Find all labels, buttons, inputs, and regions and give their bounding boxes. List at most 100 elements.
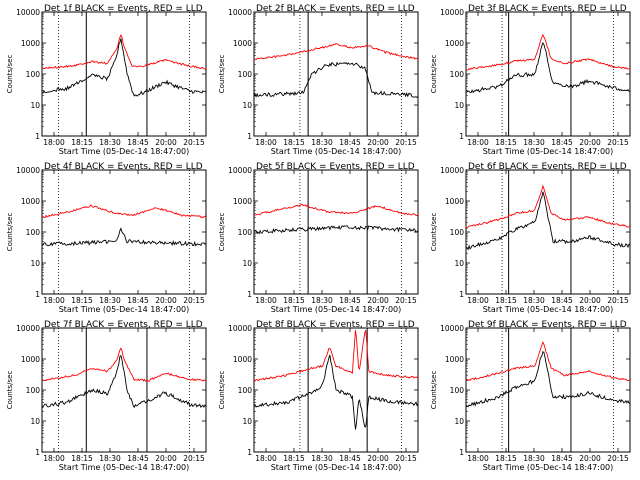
x-tick-label: 18:30 bbox=[99, 296, 121, 305]
y-tick-label: 10 bbox=[30, 101, 40, 110]
x-tick-label: 18:00 bbox=[43, 138, 65, 147]
x-axis-label: Start Time (05-Dec-14 18:47:00) bbox=[59, 305, 190, 314]
y-tick-label: 10 bbox=[454, 101, 464, 110]
x-tick-label: 18:30 bbox=[311, 296, 333, 305]
x-tick-label: 18:15 bbox=[283, 296, 305, 305]
y-tick-label: 1000 bbox=[233, 355, 252, 364]
y-tick-label: 10 bbox=[30, 417, 40, 426]
plot-frame bbox=[253, 169, 419, 295]
panel-1: Det 1f BLACK = Events, RED = LLD 1 10 100 10… bbox=[6, 4, 207, 156]
y-tick-label: 10 bbox=[30, 259, 40, 268]
plot-frame bbox=[41, 327, 207, 453]
y-tick-label: 1 bbox=[459, 290, 464, 299]
y-tick-label: 1 bbox=[459, 448, 464, 457]
y-tick-label: 10000 bbox=[16, 8, 40, 17]
y-tick-label: 10 bbox=[242, 417, 252, 426]
y-tick-label: 1 bbox=[35, 448, 40, 457]
x-tick-label: 18:15 bbox=[495, 296, 517, 305]
x-tick-label: 18:30 bbox=[523, 454, 545, 463]
panel-title: Det 3f BLACK = Events, RED = LLD bbox=[468, 4, 627, 14]
x-tick-label: 18:45 bbox=[127, 454, 149, 463]
x-tick-label: 20:15 bbox=[607, 296, 629, 305]
panel-title: Det 5f BLACK = Events, RED = LLD bbox=[256, 162, 415, 172]
y-tick-label: 1 bbox=[247, 290, 252, 299]
x-axis-label: Start Time (05-Dec-14 18:47:00) bbox=[483, 147, 614, 156]
series-line-events bbox=[253, 225, 419, 235]
x-tick-label: 18:00 bbox=[43, 296, 65, 305]
series-line-events bbox=[465, 350, 631, 408]
panel-6: Det 6f BLACK = Events, RED = LLD 1 10 100 10… bbox=[430, 162, 631, 314]
y-tick-label: 10 bbox=[242, 259, 252, 268]
y-axis-label: Counts/sec bbox=[430, 371, 438, 410]
y-tick-label: 10 bbox=[454, 259, 464, 268]
y-axis-label: Counts/sec bbox=[218, 371, 226, 410]
series-line-lld bbox=[41, 347, 207, 382]
panel-title: Det 9f BLACK = Events, RED = LLD bbox=[468, 320, 627, 330]
x-tick-label: 20:00 bbox=[579, 138, 601, 147]
x-tick-label: 18:45 bbox=[339, 296, 361, 305]
y-tick-label: 1 bbox=[35, 132, 40, 141]
panel-3: Det 3f BLACK = Events, RED = LLD 1 10 100 10… bbox=[430, 4, 631, 156]
y-tick-label: 100 bbox=[238, 386, 253, 395]
x-tick-label: 20:15 bbox=[183, 138, 205, 147]
series-line-events bbox=[253, 61, 419, 99]
x-tick-label: 20:00 bbox=[579, 296, 601, 305]
x-tick-label: 20:00 bbox=[367, 138, 389, 147]
y-tick-label: 1 bbox=[247, 448, 252, 457]
y-axis-label: Counts/sec bbox=[218, 213, 226, 252]
series-line-lld bbox=[254, 43, 419, 61]
x-tick-label: 20:15 bbox=[607, 138, 629, 147]
x-axis-label: Start Time (05-Dec-14 18:47:00) bbox=[59, 147, 190, 156]
series-line-events bbox=[41, 354, 207, 409]
y-tick-label: 100 bbox=[238, 228, 253, 237]
y-tick-label: 10000 bbox=[228, 324, 252, 333]
x-tick-label: 20:00 bbox=[367, 454, 389, 463]
x-tick-label: 20:00 bbox=[367, 296, 389, 305]
x-tick-label: 20:00 bbox=[155, 454, 177, 463]
x-tick-label: 18:00 bbox=[467, 454, 489, 463]
x-tick-label: 18:00 bbox=[255, 138, 277, 147]
panel-8: Det 8f BLACK = Events, RED = LLD 1 10 100 10… bbox=[218, 320, 419, 472]
y-tick-label: 1000 bbox=[445, 197, 464, 206]
x-tick-label: 18:15 bbox=[71, 454, 93, 463]
x-tick-label: 18:15 bbox=[283, 454, 305, 463]
y-tick-label: 10000 bbox=[16, 166, 40, 175]
panel-9: Det 9f BLACK = Events, RED = LLD 1 10 100 10… bbox=[430, 320, 631, 472]
series-line-events bbox=[465, 191, 631, 251]
y-tick-label: 1000 bbox=[233, 197, 252, 206]
y-tick-label: 100 bbox=[450, 386, 465, 395]
y-tick-label: 10000 bbox=[440, 166, 464, 175]
x-tick-label: 18:45 bbox=[339, 454, 361, 463]
x-tick-label: 20:15 bbox=[183, 296, 205, 305]
x-tick-label: 18:00 bbox=[43, 454, 65, 463]
panel-title: Det 1f BLACK = Events, RED = LLD bbox=[44, 4, 203, 14]
x-tick-label: 18:30 bbox=[311, 454, 333, 463]
x-tick-label: 18:30 bbox=[311, 138, 333, 147]
panel-title: Det 6f BLACK = Events, RED = LLD bbox=[468, 162, 627, 172]
x-tick-label: 18:00 bbox=[255, 454, 277, 463]
x-tick-label: 20:00 bbox=[579, 454, 601, 463]
panel-title: Det 4f BLACK = Events, RED = LLD bbox=[44, 162, 203, 172]
x-tick-label: 20:00 bbox=[155, 296, 177, 305]
x-tick-label: 18:45 bbox=[551, 296, 573, 305]
x-tick-label: 18:45 bbox=[339, 138, 361, 147]
series-line-lld bbox=[465, 341, 631, 382]
plot-frame bbox=[465, 11, 631, 137]
x-axis-label: Start Time (05-Dec-14 18:47:00) bbox=[59, 463, 190, 472]
y-tick-label: 1 bbox=[247, 132, 252, 141]
y-tick-label: 10 bbox=[454, 417, 464, 426]
y-tick-label: 10000 bbox=[228, 8, 252, 17]
series-line-events bbox=[253, 354, 419, 430]
x-tick-label: 18:30 bbox=[523, 296, 545, 305]
x-axis-label: Start Time (05-Dec-14 18:47:00) bbox=[271, 305, 402, 314]
x-tick-label: 20:15 bbox=[607, 454, 629, 463]
x-tick-label: 18:00 bbox=[255, 296, 277, 305]
y-tick-label: 100 bbox=[238, 70, 253, 79]
panel-7: Det 7f BLACK = Events, RED = LLD 1 10 100 10… bbox=[6, 320, 207, 472]
x-tick-label: 18:45 bbox=[551, 454, 573, 463]
y-tick-label: 10000 bbox=[440, 8, 464, 17]
series-line-events bbox=[465, 41, 631, 94]
y-tick-label: 100 bbox=[26, 386, 41, 395]
x-tick-label: 20:00 bbox=[155, 138, 177, 147]
